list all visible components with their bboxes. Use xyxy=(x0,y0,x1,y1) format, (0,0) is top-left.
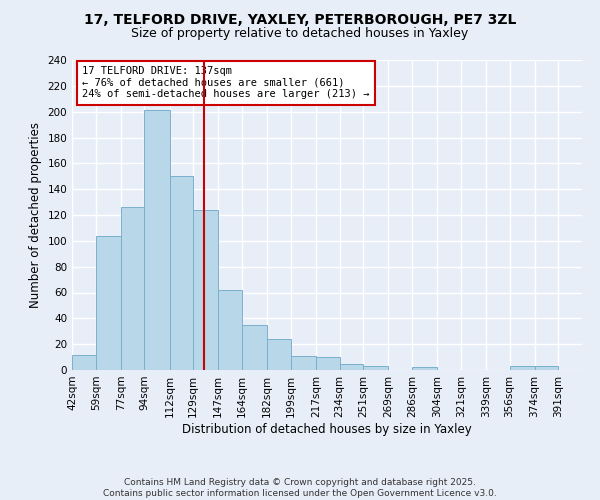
Bar xyxy=(121,207,145,370)
Text: Size of property relative to detached houses in Yaxley: Size of property relative to detached ho… xyxy=(131,28,469,40)
Bar xyxy=(412,368,437,370)
Bar xyxy=(363,366,388,370)
Text: 17 TELFORD DRIVE: 137sqm
← 76% of detached houses are smaller (661)
24% of semi-: 17 TELFORD DRIVE: 137sqm ← 76% of detach… xyxy=(82,66,370,100)
Bar xyxy=(242,325,267,370)
Text: 17, TELFORD DRIVE, YAXLEY, PETERBOROUGH, PE7 3ZL: 17, TELFORD DRIVE, YAXLEY, PETERBOROUGH,… xyxy=(84,12,516,26)
Bar xyxy=(170,176,193,370)
Bar xyxy=(535,366,559,370)
Bar xyxy=(193,210,218,370)
Text: Contains HM Land Registry data © Crown copyright and database right 2025.
Contai: Contains HM Land Registry data © Crown c… xyxy=(103,478,497,498)
Bar xyxy=(145,110,170,370)
X-axis label: Distribution of detached houses by size in Yaxley: Distribution of detached houses by size … xyxy=(182,422,472,436)
Bar xyxy=(72,354,95,370)
Bar xyxy=(316,357,340,370)
Bar xyxy=(340,364,363,370)
Bar xyxy=(95,236,121,370)
Y-axis label: Number of detached properties: Number of detached properties xyxy=(29,122,42,308)
Bar xyxy=(218,290,242,370)
Bar xyxy=(291,356,316,370)
Bar xyxy=(267,339,291,370)
Bar xyxy=(509,366,535,370)
